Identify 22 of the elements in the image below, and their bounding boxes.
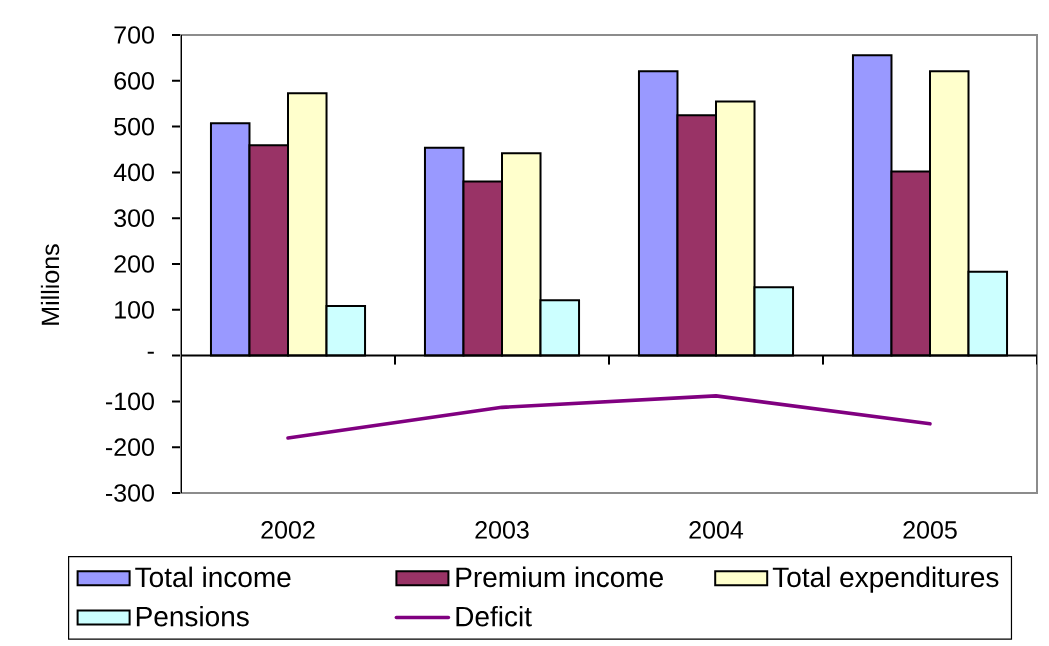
y-tick-label: -300 <box>106 484 154 502</box>
line-series <box>286 394 932 440</box>
y-tick-label: 400 <box>113 163 154 182</box>
y-tick-label: 200 <box>114 255 154 273</box>
x-tick-label: 2005 <box>903 521 957 539</box>
y-axis-title: Millions <box>40 244 60 325</box>
legend-label: Total expenditures <box>772 566 999 593</box>
y-tick-label: 700 <box>114 26 154 44</box>
legend-label: Total income <box>135 566 291 588</box>
legend-label: Deficit <box>456 605 532 627</box>
y-tick-label: -100 <box>106 392 154 411</box>
x-tick-label: 2004 <box>689 521 744 539</box>
y-tick-label: 500 <box>114 117 154 136</box>
y-tick-label: 600 <box>114 71 154 90</box>
y-tick-label: -200 <box>106 438 154 457</box>
x-tick-label: 2003 <box>475 521 529 539</box>
y-tick-label: - <box>147 351 154 354</box>
legend-label: Pensions <box>136 605 249 627</box>
y-tick-label: 300 <box>114 209 154 228</box>
y-tick-label: 100 <box>115 300 154 319</box>
x-tick-label: 2002 <box>261 521 315 539</box>
legend-label: Premium income <box>456 566 663 588</box>
